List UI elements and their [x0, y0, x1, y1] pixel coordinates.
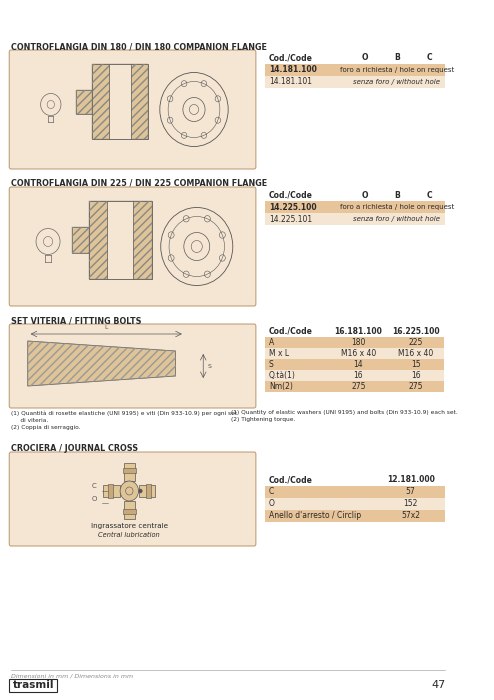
- Text: L: L: [105, 325, 108, 330]
- Bar: [146, 484, 151, 498]
- Text: 275: 275: [409, 382, 423, 391]
- Text: S: S: [269, 360, 274, 369]
- Text: foro a richiesta / hole on request: foro a richiesta / hole on request: [340, 204, 454, 210]
- Text: 57x2: 57x2: [401, 512, 420, 521]
- Bar: [265, 359, 444, 370]
- Bar: [72, 227, 89, 253]
- FancyBboxPatch shape: [9, 324, 256, 408]
- Text: (1) Quantità di rosette elastiche (UNI 9195) e viti (Din 933-10.9) per ogni set
: (1) Quantità di rosette elastiche (UNI 9…: [11, 410, 237, 430]
- Text: senza foro / without hole: senza foro / without hole: [353, 79, 440, 85]
- Bar: [265, 370, 444, 381]
- Text: M x L: M x L: [269, 349, 289, 358]
- FancyBboxPatch shape: [9, 679, 57, 692]
- Text: CROCIERA / JOURNAL CROSS: CROCIERA / JOURNAL CROSS: [11, 444, 138, 453]
- Bar: [265, 510, 445, 522]
- Bar: [72, 227, 89, 253]
- Bar: [265, 381, 444, 392]
- Text: 14.181.100: 14.181.100: [269, 66, 317, 74]
- Bar: [89, 201, 152, 279]
- Bar: [265, 498, 445, 510]
- Bar: [265, 337, 444, 348]
- Text: C: C: [269, 487, 274, 496]
- Text: C: C: [426, 53, 432, 62]
- Text: 14.225.101: 14.225.101: [269, 214, 312, 223]
- Text: Cod./Code: Cod./Code: [269, 190, 313, 199]
- Bar: [265, 486, 445, 498]
- Bar: [89, 201, 152, 279]
- Text: A: A: [269, 338, 274, 347]
- Text: M16 x 40: M16 x 40: [398, 349, 433, 358]
- Text: Ingrassatore centrale: Ingrassatore centrale: [91, 523, 168, 529]
- Text: Cod./Code: Cod./Code: [269, 475, 313, 484]
- Bar: [109, 64, 131, 139]
- Text: (1) Quantity of elastic washers (UNI 9195) and bolts (Din 933-10.9) each set.
(2: (1) Quantity of elastic washers (UNI 919…: [231, 410, 458, 422]
- Text: Cod./Code: Cod./Code: [269, 53, 313, 62]
- Text: SET VITERIA / FITTING BOLTS: SET VITERIA / FITTING BOLTS: [11, 316, 142, 325]
- Text: C: C: [426, 190, 432, 199]
- Text: 180: 180: [351, 338, 366, 347]
- Text: 275: 275: [351, 382, 366, 391]
- Text: 12.181.000: 12.181.000: [387, 475, 435, 484]
- Text: Dimensioni in mm / Dimensions in mm: Dimensioni in mm / Dimensions in mm: [11, 673, 133, 678]
- Text: S: S: [208, 363, 212, 368]
- Text: 16.225.100: 16.225.100: [392, 327, 440, 336]
- Bar: [76, 90, 92, 113]
- Bar: [107, 201, 133, 279]
- Bar: [76, 90, 92, 113]
- Text: Central lubrication: Central lubrication: [98, 532, 160, 538]
- Polygon shape: [28, 341, 175, 386]
- Bar: [139, 485, 155, 497]
- Bar: [265, 64, 445, 76]
- Text: Nm(2): Nm(2): [269, 382, 293, 391]
- Text: 14.225.100: 14.225.100: [269, 202, 317, 211]
- Bar: [92, 64, 148, 139]
- Text: 225: 225: [409, 338, 423, 347]
- Text: CONTROFLANGIA DIN 225 / DIN 225 COMPANION FLANGE: CONTROFLANGIA DIN 225 / DIN 225 COMPANIO…: [11, 179, 267, 188]
- Text: O: O: [361, 53, 368, 62]
- FancyBboxPatch shape: [9, 187, 256, 306]
- Bar: [124, 463, 135, 481]
- Text: B: B: [394, 53, 400, 62]
- Text: 14: 14: [354, 360, 363, 369]
- Bar: [123, 509, 136, 514]
- FancyBboxPatch shape: [9, 452, 256, 546]
- Bar: [92, 64, 148, 139]
- FancyBboxPatch shape: [9, 50, 256, 169]
- Text: 15: 15: [411, 360, 420, 369]
- Text: 16: 16: [411, 371, 420, 380]
- Bar: [265, 213, 445, 225]
- Bar: [124, 501, 135, 519]
- Text: O: O: [269, 500, 275, 508]
- Text: foro a richiesta / hole on request: foro a richiesta / hole on request: [340, 67, 454, 73]
- Bar: [265, 348, 444, 359]
- Circle shape: [139, 489, 142, 493]
- Text: CONTROFLANGIA DIN 180 / DIN 180 COMPANION FLANGE: CONTROFLANGIA DIN 180 / DIN 180 COMPANIO…: [11, 42, 267, 51]
- Text: Cod./Code: Cod./Code: [269, 327, 313, 336]
- Text: C: C: [92, 483, 97, 489]
- Bar: [103, 485, 120, 497]
- Bar: [265, 76, 445, 88]
- Text: 47: 47: [431, 680, 445, 690]
- Text: Q.tà(1): Q.tà(1): [269, 371, 296, 380]
- Text: O: O: [91, 496, 97, 502]
- Text: 57: 57: [406, 487, 415, 496]
- Bar: [123, 468, 136, 473]
- Text: senza foro / without hole: senza foro / without hole: [353, 216, 440, 222]
- Bar: [265, 201, 445, 213]
- Text: 16: 16: [354, 371, 363, 380]
- Text: M16 x 40: M16 x 40: [341, 349, 376, 358]
- Text: O: O: [361, 190, 368, 199]
- Circle shape: [120, 481, 139, 501]
- Text: 152: 152: [404, 500, 418, 508]
- Text: B: B: [394, 190, 400, 199]
- Text: trasmil: trasmil: [12, 680, 54, 690]
- Text: Anello d'arresto / Circlip: Anello d'arresto / Circlip: [269, 512, 361, 521]
- Bar: [108, 484, 113, 498]
- Text: 16.181.100: 16.181.100: [334, 327, 382, 336]
- Text: 14.181.101: 14.181.101: [269, 78, 312, 87]
